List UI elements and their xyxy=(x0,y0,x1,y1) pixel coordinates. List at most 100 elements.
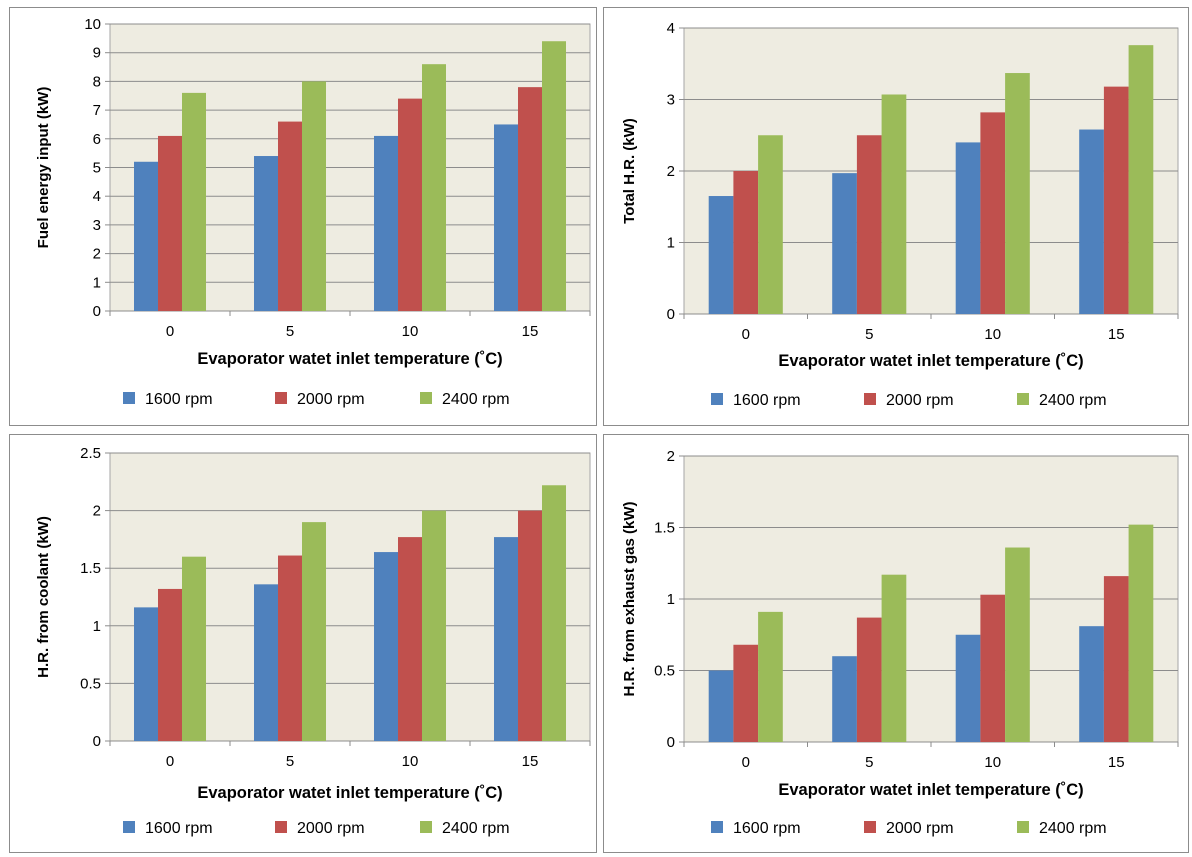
x-tick-label: 0 xyxy=(742,754,750,771)
bar xyxy=(1005,73,1030,314)
y-tick-label: 6 xyxy=(93,131,101,148)
legend-swatch xyxy=(123,821,135,833)
legend-label: 2400 rpm xyxy=(442,820,510,837)
x-tick-label: 5 xyxy=(286,323,294,340)
bar xyxy=(980,112,1006,315)
y-tick-label: 3 xyxy=(93,217,101,234)
bar xyxy=(302,81,326,312)
legend-swatch xyxy=(1017,393,1029,405)
x-axis-title: Evaporator watet inlet temperature (˚C) xyxy=(778,352,1083,370)
x-tick-label: 5 xyxy=(865,754,873,771)
legend-label: 2400 rpm xyxy=(442,391,510,408)
y-tick-label: 0.5 xyxy=(80,675,101,692)
bar xyxy=(518,510,542,741)
bar xyxy=(494,537,518,741)
x-tick-label: 5 xyxy=(286,753,294,770)
bar xyxy=(398,537,422,741)
chart-panel-fuel-energy: 0 1 2 3 4 5 6 7 8 9 10 0 5 10 15 Fuel energy input (kW)… xyxy=(9,7,597,426)
y-tick-label: 4 xyxy=(667,20,675,37)
y-tick-label: 0 xyxy=(93,303,101,320)
y-axis-title: Total H.R. (kW) xyxy=(621,118,638,224)
y-tick-label: 3 xyxy=(667,92,675,109)
x-axis-title: Evaporator watet inlet temperature (˚C) xyxy=(197,784,502,802)
bar xyxy=(494,124,518,311)
bar xyxy=(134,607,158,741)
bar xyxy=(758,611,783,742)
bar xyxy=(182,556,206,741)
bar xyxy=(1079,626,1104,742)
bar xyxy=(278,555,302,741)
legend-label: 1600 rpm xyxy=(145,820,213,837)
chart-exhaust-hr: 0 0.5 1 1.5 2 0 5 10 15 H.R. from exhaust gas (kW… xyxy=(621,448,1179,837)
bar xyxy=(134,161,158,311)
bar xyxy=(1079,129,1104,314)
bar xyxy=(542,41,566,311)
legend-label: 2000 rpm xyxy=(886,392,954,409)
bar xyxy=(733,644,759,742)
bar xyxy=(733,171,759,314)
bar xyxy=(955,142,981,314)
bar xyxy=(955,634,981,742)
bar xyxy=(1005,547,1030,742)
bar xyxy=(980,594,1006,742)
y-tick-label: 10 xyxy=(84,16,101,33)
bar xyxy=(856,617,882,742)
legend-swatch xyxy=(711,821,723,833)
x-tick-label: 10 xyxy=(984,326,1001,343)
bar xyxy=(708,196,734,314)
legend-swatch xyxy=(275,392,287,404)
y-tick-label: 0 xyxy=(667,306,675,323)
bar xyxy=(1103,86,1129,314)
y-axis-title: H.R. from coolant (kW) xyxy=(35,516,52,678)
bar xyxy=(708,670,734,742)
bar xyxy=(374,552,398,741)
x-tick-label: 10 xyxy=(402,753,419,770)
legend-label: 2400 rpm xyxy=(1039,820,1107,837)
y-tick-label: 2 xyxy=(93,503,101,520)
legend-label: 1600 rpm xyxy=(733,392,801,409)
bar xyxy=(1128,45,1154,314)
y-tick-label: 2 xyxy=(667,163,675,180)
bar xyxy=(158,135,182,311)
bar xyxy=(1128,524,1154,742)
chart-panel-exhaust-hr: 0 0.5 1 1.5 2 0 5 10 15 H.R. from exhaust gas (kW… xyxy=(603,434,1189,853)
legend-swatch xyxy=(711,393,723,405)
bar xyxy=(758,135,783,314)
x-tick-label: 15 xyxy=(1108,326,1125,343)
bar xyxy=(158,588,182,741)
legend-label: 2000 rpm xyxy=(297,391,365,408)
x-tick-label: 10 xyxy=(984,754,1001,771)
x-tick-label: 10 xyxy=(402,323,419,340)
x-tick-label: 15 xyxy=(522,323,539,340)
legend-label: 2000 rpm xyxy=(886,820,954,837)
legend-swatch xyxy=(1017,821,1029,833)
chart-panel-total-hr: 0 1 2 3 4 0 5 10 15 Total H.R. (kW) Evaporator wat… xyxy=(603,7,1189,426)
legend-label: 1600 rpm xyxy=(733,820,801,837)
y-tick-label: 1 xyxy=(93,618,101,635)
y-tick-label: 1 xyxy=(93,274,101,291)
bar xyxy=(302,522,326,741)
bar xyxy=(278,121,302,311)
x-tick-label: 5 xyxy=(865,326,873,343)
legend-swatch xyxy=(864,393,876,405)
y-tick-label: 8 xyxy=(93,73,101,90)
chart-panel-coolant-hr: 0 0.5 1 1.5 2 2.5 0 5 10 15 H.R. from coolant (kW)… xyxy=(9,434,597,853)
x-tick-label: 0 xyxy=(166,323,174,340)
bar xyxy=(881,94,907,315)
chart-total-hr: 0 1 2 3 4 0 5 10 15 Total H.R. (kW) Evaporator wat… xyxy=(621,20,1179,409)
x-tick-label: 0 xyxy=(166,753,174,770)
y-tick-label: 2.5 xyxy=(80,445,101,462)
legend-label: 1600 rpm xyxy=(145,391,213,408)
y-axis-title: Fuel energy input (kW) xyxy=(35,87,52,249)
x-tick-label: 0 xyxy=(742,326,750,343)
legend-swatch xyxy=(420,821,432,833)
legend-swatch xyxy=(123,392,135,404)
y-axis-title: H.R. from exhaust gas (kW) xyxy=(621,501,638,696)
bar xyxy=(518,87,542,311)
bar xyxy=(254,156,278,311)
y-tick-label: 1.5 xyxy=(80,560,101,577)
bar xyxy=(542,485,566,741)
bar xyxy=(374,135,398,311)
legend-label: 2000 rpm xyxy=(297,820,365,837)
legend-swatch xyxy=(420,392,432,404)
